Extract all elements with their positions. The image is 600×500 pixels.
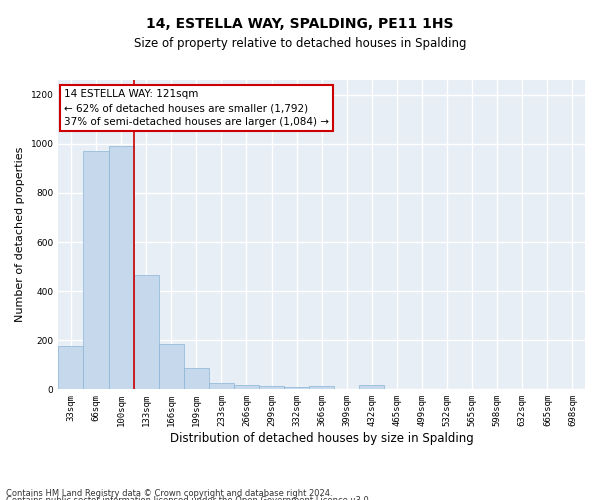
Bar: [83, 151, 109, 390]
Bar: [184, 368, 209, 390]
Text: 14 ESTELLA WAY: 121sqm
← 62% of detached houses are smaller (1,792)
37% of semi-: 14 ESTELLA WAY: 121sqm ← 62% of detached…: [64, 90, 329, 128]
Bar: [209, 383, 234, 390]
Bar: [159, 344, 184, 390]
Bar: [134, 275, 159, 390]
Bar: [309, 386, 334, 390]
Text: Contains public sector information licensed under the Open Government Licence v3: Contains public sector information licen…: [6, 496, 371, 500]
Bar: [359, 385, 385, 390]
Bar: [109, 146, 134, 390]
Text: Contains HM Land Registry data © Crown copyright and database right 2024.: Contains HM Land Registry data © Crown c…: [6, 488, 332, 498]
X-axis label: Distribution of detached houses by size in Spalding: Distribution of detached houses by size …: [170, 432, 473, 445]
Bar: [234, 385, 259, 390]
Text: Size of property relative to detached houses in Spalding: Size of property relative to detached ho…: [134, 38, 466, 51]
Text: 14, ESTELLA WAY, SPALDING, PE11 1HS: 14, ESTELLA WAY, SPALDING, PE11 1HS: [146, 18, 454, 32]
Bar: [284, 388, 309, 390]
Bar: [58, 346, 83, 390]
Bar: [259, 386, 284, 390]
Y-axis label: Number of detached properties: Number of detached properties: [15, 147, 25, 322]
